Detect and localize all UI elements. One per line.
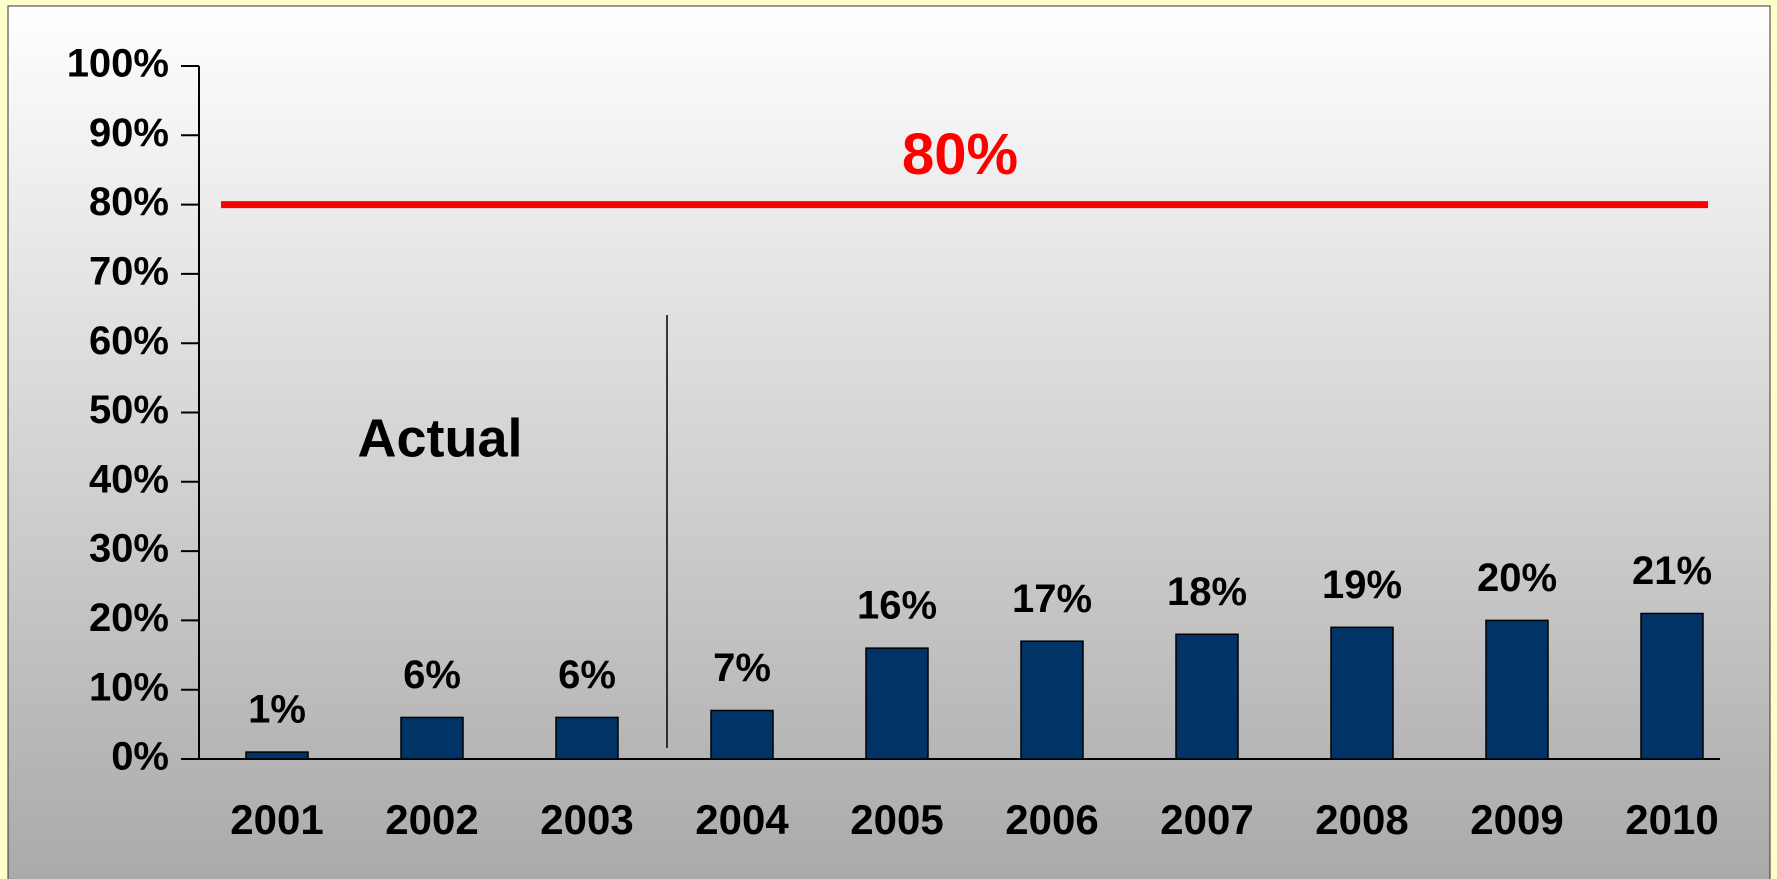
y-tick-label: 90% bbox=[89, 111, 169, 155]
x-tick-label: 2001 bbox=[230, 796, 323, 843]
target-label: 80% bbox=[902, 122, 1018, 187]
x-tick-label: 2007 bbox=[1160, 796, 1253, 843]
y-tick-label: 70% bbox=[89, 249, 169, 293]
bar bbox=[400, 716, 464, 760]
bar bbox=[1175, 633, 1239, 760]
y-tick-label: 40% bbox=[89, 457, 169, 501]
y-tick-label: 20% bbox=[89, 596, 169, 640]
value-label: 6% bbox=[403, 653, 461, 697]
value-label: 16% bbox=[857, 584, 937, 628]
value-label: 7% bbox=[713, 646, 771, 690]
bar bbox=[1020, 640, 1084, 760]
y-tick-label: 0% bbox=[111, 735, 169, 779]
value-label: 20% bbox=[1477, 556, 1557, 600]
bar bbox=[865, 647, 929, 760]
y-tick-label: 30% bbox=[89, 527, 169, 571]
y-tick-label: 60% bbox=[89, 319, 169, 363]
value-label: 17% bbox=[1012, 577, 1092, 621]
y-tick-label: 80% bbox=[89, 180, 169, 224]
x-tick-label: 2008 bbox=[1315, 796, 1408, 843]
y-tick-label: 10% bbox=[89, 665, 169, 709]
bar bbox=[1640, 612, 1704, 760]
value-label: 1% bbox=[248, 688, 306, 732]
bar bbox=[1330, 626, 1394, 760]
x-tick-label: 2002 bbox=[385, 796, 478, 843]
bar bbox=[1485, 619, 1549, 760]
value-label: 19% bbox=[1322, 563, 1402, 607]
bar bbox=[555, 716, 619, 760]
x-tick-label: 2003 bbox=[540, 796, 633, 843]
bar bbox=[710, 709, 774, 760]
value-label: 21% bbox=[1632, 549, 1712, 593]
x-tick-label: 2010 bbox=[1625, 796, 1718, 843]
annotation: Actual bbox=[357, 408, 522, 468]
x-tick-label: 2009 bbox=[1470, 796, 1563, 843]
bar bbox=[245, 751, 309, 760]
x-tick-label: 2005 bbox=[850, 796, 943, 843]
value-label: 6% bbox=[558, 653, 616, 697]
x-tick-label: 2004 bbox=[695, 796, 789, 843]
y-tick-label: 100% bbox=[67, 42, 169, 86]
y-tick-label: 50% bbox=[89, 388, 169, 432]
x-tick-label: 2006 bbox=[1005, 796, 1098, 843]
value-label: 18% bbox=[1167, 570, 1247, 614]
